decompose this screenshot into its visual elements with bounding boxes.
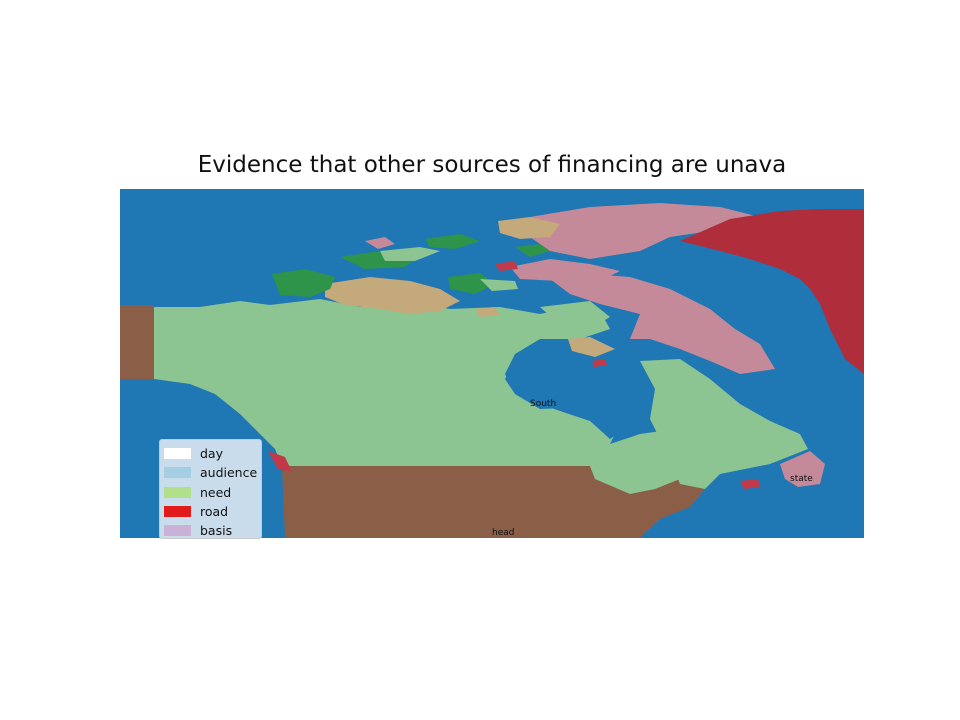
hudson-bay: [505, 349, 650, 439]
legend-item-basis: basis: [164, 521, 261, 540]
arctic-green-4: [515, 244, 550, 257]
legend-item-audience: audience: [164, 463, 261, 482]
arctic-lightgreen-2: [540, 301, 610, 329]
place-label-state: state: [790, 474, 813, 484]
legend-label-audience: audience: [200, 465, 258, 481]
legend-label-day: day: [200, 446, 223, 462]
legend-label-need: need: [200, 484, 232, 500]
legend-swatch-road: [164, 506, 191, 518]
legend-label-road: road: [200, 504, 229, 520]
legend-swatch-basis: [164, 525, 191, 537]
red-patch-3: [268, 451, 292, 472]
legend-item-day: day: [164, 444, 261, 463]
arctic-green-3: [425, 234, 480, 249]
red-patch-4: [740, 479, 760, 489]
map-legend: day audience need road basis: [159, 439, 262, 539]
greenland: [680, 209, 864, 374]
ellesmere-tan: [498, 217, 560, 239]
red-patch-2: [592, 359, 607, 367]
place-label-head: head: [492, 528, 514, 538]
newfoundland: [780, 451, 825, 487]
arctic-green-1: [448, 273, 495, 294]
red-patch-1: [495, 261, 518, 271]
place-label-south: South: [530, 399, 556, 409]
legend-item-need: need: [164, 483, 261, 502]
labrador-land: [640, 359, 808, 489]
ellesmere-island: [530, 203, 760, 259]
legend-label-basis: basis: [200, 523, 233, 539]
arctic-lightgreen-1: [380, 247, 440, 261]
arctic-tan-small: [475, 307, 500, 317]
us-region: [282, 466, 705, 538]
alaska-region: [120, 305, 154, 379]
canada-mainland: [154, 299, 710, 538]
map-title: Evidence that other sources of financing…: [197, 152, 787, 178]
arctic-pink-west: [365, 237, 395, 249]
legend-swatch-need: [164, 486, 191, 498]
arctic-pink-small: [510, 259, 620, 281]
legend-item-road: road: [164, 502, 261, 521]
southampton-tan: [568, 337, 615, 357]
baffin-island: [550, 274, 775, 374]
legend-swatch-day: [164, 448, 191, 460]
legend-swatch-audience: [164, 467, 191, 479]
arctic-lightgreen-3: [480, 279, 518, 291]
victoria-island: [325, 277, 460, 314]
banks-island: [272, 269, 335, 297]
